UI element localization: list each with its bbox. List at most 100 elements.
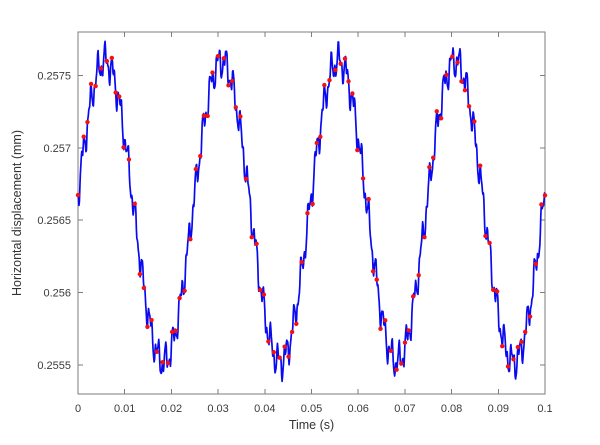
data-point-marker xyxy=(533,261,538,266)
data-point-marker xyxy=(238,114,243,119)
data-point-marker xyxy=(113,90,118,95)
data-point-marker xyxy=(450,54,455,59)
data-point-marker xyxy=(360,176,366,181)
data-point-marker xyxy=(193,166,199,172)
data-point-marker xyxy=(338,61,343,66)
data-point-marker xyxy=(542,193,548,198)
data-point-marker xyxy=(258,287,263,293)
data-point-marker xyxy=(370,269,376,274)
y-axis-label: Horizontal displacement (mm) xyxy=(10,130,24,296)
signal-line xyxy=(77,40,546,383)
data-point-marker xyxy=(466,104,472,109)
y-tick-label: 0.256 xyxy=(43,288,71,300)
plot-border xyxy=(77,31,546,395)
data-point-markers xyxy=(75,53,548,372)
y-tick-label: 0.2575 xyxy=(37,70,71,82)
x-tick-label: 0.01 xyxy=(114,403,135,415)
data-point-marker xyxy=(388,348,394,354)
data-point-marker xyxy=(346,79,351,84)
x-tick-label: 0 xyxy=(75,403,81,415)
data-point-marker xyxy=(233,105,238,110)
data-point-marker xyxy=(137,271,143,277)
data-point-marker xyxy=(427,164,432,170)
data-point-marker xyxy=(289,329,295,335)
axis-tick-labels: 0 0.01 0.02 0.03 0.04 0.05 0.06 0.07 0.08 0.09 0.1… xyxy=(37,70,552,415)
data-point-marker xyxy=(121,145,126,150)
data-point-marker xyxy=(310,201,315,207)
data-point-marker xyxy=(299,260,304,265)
data-point-marker xyxy=(126,157,132,162)
data-point-marker xyxy=(160,359,165,365)
plot-area xyxy=(78,32,545,394)
data-point-marker xyxy=(277,355,282,360)
x-tick-label: 0.09 xyxy=(488,403,509,415)
data-point-marker xyxy=(216,53,221,59)
data-point-marker xyxy=(438,116,444,121)
data-point-marker xyxy=(243,176,249,182)
data-point-marker xyxy=(88,81,94,87)
data-point-marker xyxy=(483,233,488,239)
y-tick-label: 0.257 xyxy=(43,143,71,155)
data-point-marker xyxy=(374,277,379,282)
x-tick-label: 0.06 xyxy=(347,403,368,415)
data-point-marker xyxy=(229,78,235,84)
data-point-marker xyxy=(431,155,436,160)
data-point-marker xyxy=(416,273,421,278)
data-point-marker xyxy=(318,134,323,140)
data-point-marker xyxy=(188,237,193,242)
data-point-marker xyxy=(511,356,516,362)
data-point-marker xyxy=(198,153,203,159)
data-point-marker xyxy=(355,147,360,153)
data-point-marker xyxy=(539,202,544,207)
data-point-marker xyxy=(459,79,464,84)
data-point-marker xyxy=(201,113,207,118)
data-point-marker xyxy=(455,60,460,65)
data-point-marker xyxy=(81,134,86,139)
data-point-marker xyxy=(399,361,404,366)
data-point-marker xyxy=(434,109,439,114)
data-point-marker xyxy=(132,201,137,206)
data-point-marker xyxy=(266,339,271,344)
data-point-marker xyxy=(472,119,477,124)
data-point-marker xyxy=(154,349,159,354)
data-point-marker xyxy=(109,55,115,61)
data-point-marker xyxy=(342,56,348,61)
x-tick-label: 0.1 xyxy=(537,403,552,415)
data-point-marker xyxy=(169,329,175,335)
x-tick-label: 0.05 xyxy=(301,403,322,415)
x-tick-label: 0.08 xyxy=(441,403,462,415)
data-point-marker xyxy=(314,140,319,146)
data-point-marker xyxy=(75,192,81,198)
x-axis-label: Time (s) xyxy=(289,418,334,432)
data-point-marker xyxy=(327,77,332,83)
data-point-marker xyxy=(221,56,227,61)
data-point-marker xyxy=(490,287,496,293)
y-tick-label: 0.2555 xyxy=(37,360,71,372)
data-point-marker xyxy=(422,234,427,240)
data-point-marker xyxy=(477,163,483,168)
x-tick-label: 0.07 xyxy=(394,403,415,415)
data-point-marker xyxy=(406,328,411,333)
data-point-marker xyxy=(515,344,521,350)
data-point-marker xyxy=(383,318,388,323)
data-point-marker xyxy=(519,339,524,345)
data-point-marker xyxy=(305,210,310,216)
data-point-marker xyxy=(104,58,110,64)
data-point-marker xyxy=(494,289,500,294)
data-point-marker xyxy=(117,94,122,99)
data-point-marker xyxy=(527,314,533,319)
data-point-marker xyxy=(177,295,182,301)
data-point-marker xyxy=(226,83,231,88)
data-point-marker xyxy=(322,82,327,88)
data-point-marker xyxy=(523,329,528,335)
data-point-marker xyxy=(249,235,254,240)
data-point-marker xyxy=(210,70,215,75)
data-point-marker xyxy=(505,364,511,369)
data-point-marker xyxy=(500,343,505,349)
data-point-marker xyxy=(271,350,277,355)
data-point-marker xyxy=(402,340,408,345)
data-point-marker xyxy=(444,72,449,77)
data-point-marker xyxy=(173,328,178,333)
